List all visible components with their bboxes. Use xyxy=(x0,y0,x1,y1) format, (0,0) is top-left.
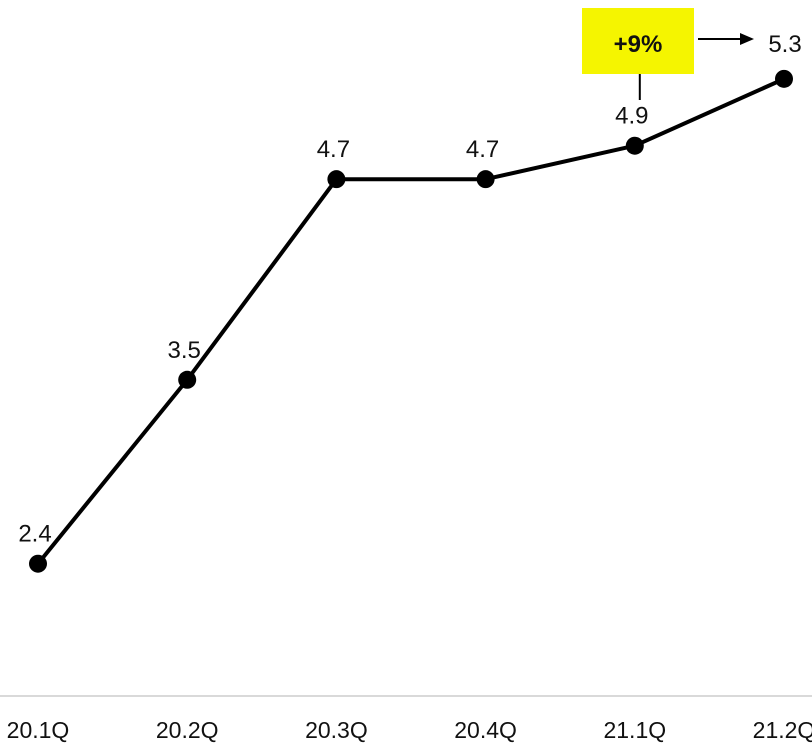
arrow-right-icon xyxy=(740,33,754,45)
x-tick-labels: 20.1Q 20.2Q 20.3Q 20.4Q 21.1Q 21.2Q xyxy=(7,717,812,743)
data-label-20.2Q: 3.5 xyxy=(168,337,201,364)
x-tick-21.1Q: 21.1Q xyxy=(603,717,666,743)
x-tick-20.1Q: 20.1Q xyxy=(7,717,70,743)
growth-callout-box xyxy=(582,8,694,74)
growth-callout-text: +9% xyxy=(614,31,663,58)
data-point-20.1Q xyxy=(29,554,47,573)
x-tick-21.2Q: 21.2Q xyxy=(753,717,812,743)
data-label-21.1Q: 4.9 xyxy=(615,103,648,130)
data-point-20.3Q xyxy=(327,170,346,189)
growth-callout: +9% xyxy=(582,8,754,100)
data-point-20.2Q xyxy=(178,370,197,389)
series-line xyxy=(36,77,785,565)
data-point-20.4Q xyxy=(476,170,495,189)
data-point-21.2Q xyxy=(775,69,793,88)
data-point-21.1Q xyxy=(625,136,644,155)
data-label-20.1Q: 2.4 xyxy=(18,521,51,548)
data-label-20.3Q: 4.7 xyxy=(317,136,350,163)
data-points xyxy=(29,69,793,573)
data-labels: 2.4 3.5 4.7 4.7 4.9 5.3 xyxy=(18,31,801,548)
data-label-20.4Q: 4.7 xyxy=(466,136,499,163)
x-tick-20.2Q: 20.2Q xyxy=(156,717,219,743)
x-tick-20.4Q: 20.4Q xyxy=(454,717,517,743)
x-tick-20.3Q: 20.3Q xyxy=(305,717,368,743)
data-label-21.2Q: 5.3 xyxy=(768,31,801,58)
